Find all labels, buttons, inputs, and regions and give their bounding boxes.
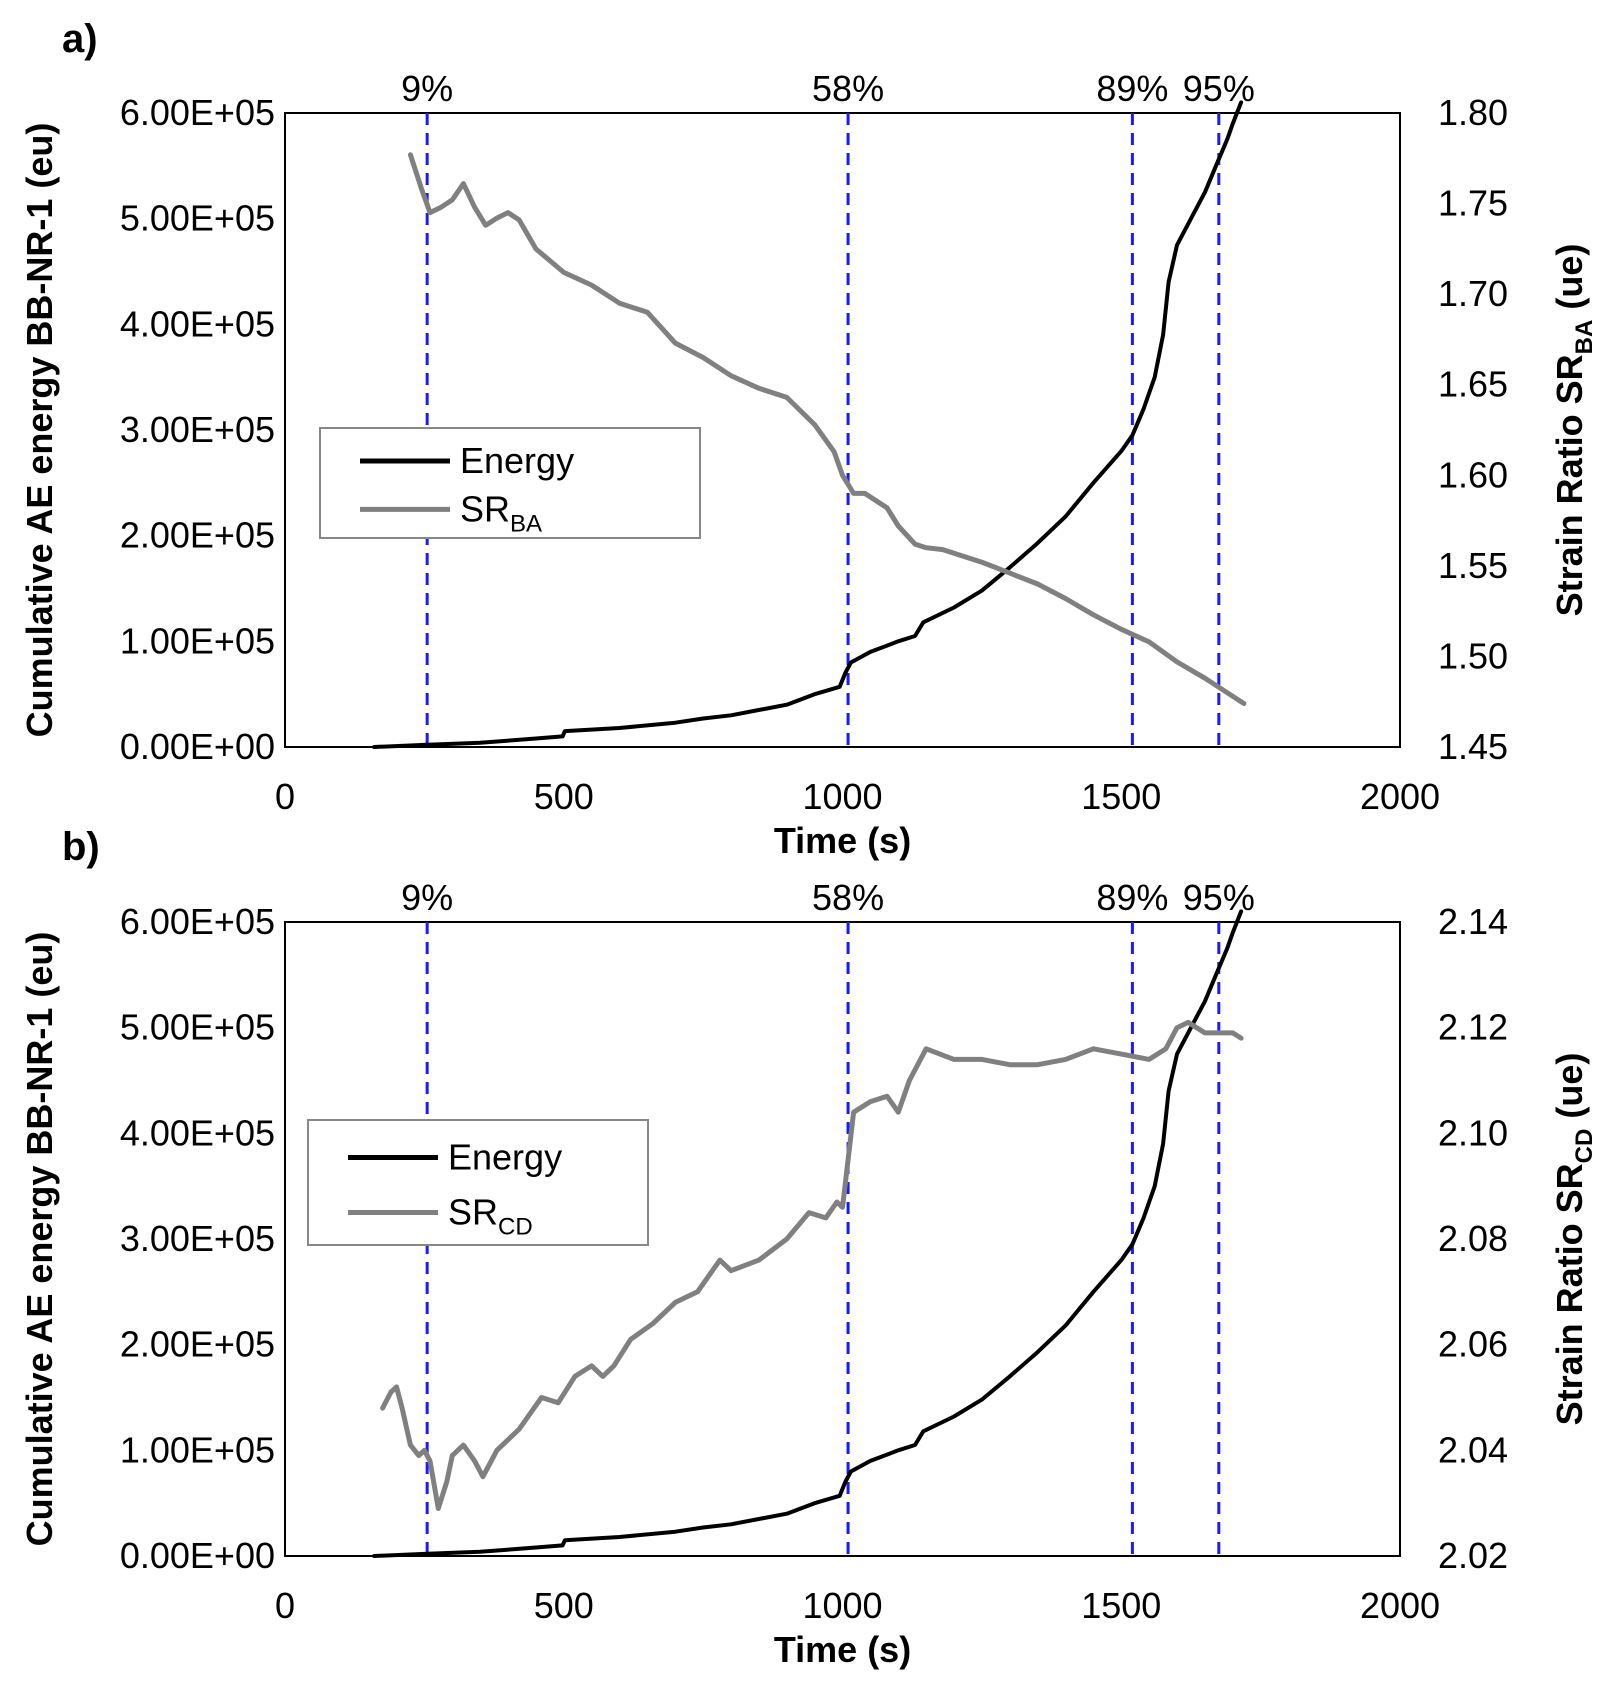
legend-sr-label: SRCD	[448, 1192, 533, 1241]
marker-label: 9%	[401, 877, 453, 918]
plot-area	[284, 112, 1401, 748]
y-left-axis-title: Cumulative AE energy BB-NR-1 (eu)	[19, 123, 60, 738]
y-right-axis-title-unit: (ue)	[1549, 244, 1590, 320]
y-right-axis-title: Strain Ratio SRBA (ue)	[1549, 244, 1598, 617]
x-tick-label: 0	[275, 1585, 295, 1626]
legend-sr-label-subscript: CD	[498, 1214, 533, 1241]
energy-series-line	[372, 909, 1244, 1558]
marker-label: 95%	[1183, 877, 1255, 918]
y-right-axis-title: Strain Ratio SRCD (ue)	[1549, 1053, 1598, 1426]
x-tick-label: 1500	[1081, 1585, 1161, 1626]
y-left-tick-label: 0.00E+00	[120, 726, 275, 767]
y-left-tick-label: 0.00E+00	[120, 1535, 275, 1576]
y-left-tick-label: 1.00E+05	[120, 620, 275, 661]
x-tick-label: 1000	[802, 776, 882, 817]
y-right-tick-label: 2.10	[1438, 1112, 1508, 1153]
strain-ratio-series-line	[407, 152, 1247, 706]
y-left-tick-label: 3.00E+05	[120, 409, 275, 450]
legend-energy-label: Energy	[448, 1137, 562, 1178]
y-right-tick-label: 2.12	[1438, 1007, 1508, 1048]
y-left-tick-label: 5.00E+05	[120, 1007, 275, 1048]
y-left-tick-label: 3.00E+05	[120, 1218, 275, 1259]
y-left-tick-label: 2.00E+05	[120, 1324, 275, 1365]
y-right-tick-label: 2.04	[1438, 1429, 1508, 1470]
y-left-tick-label: 4.00E+05	[120, 1112, 275, 1153]
x-tick-label: 1500	[1081, 776, 1161, 817]
y-right-tick-label: 1.45	[1438, 726, 1508, 767]
legend-sr-label: SRBA	[460, 488, 542, 537]
marker-label: 58%	[812, 68, 884, 109]
legend: Energy SRBA	[319, 427, 701, 539]
y-right-tick-label: 1.70	[1438, 273, 1508, 314]
y-right-tick-label: 1.55	[1438, 545, 1508, 586]
x-axis-title: Time (s)	[774, 820, 911, 861]
marker-label: 95%	[1183, 68, 1255, 109]
strain-ratio-series-line	[380, 1019, 1244, 1511]
y-left-tick-label: 6.00E+05	[120, 92, 275, 133]
x-tick-label: 500	[534, 1585, 594, 1626]
y-right-tick-label: 2.06	[1438, 1324, 1508, 1365]
y-right-axis-title-main: Strain Ratio SR	[1549, 1163, 1590, 1425]
y-right-tick-label: 1.80	[1438, 92, 1508, 133]
y-right-tick-label: 2.08	[1438, 1218, 1508, 1259]
marker-label: 89%	[1096, 877, 1168, 918]
y-right-tick-label: 2.14	[1438, 901, 1508, 942]
y-right-axis-title-unit: (ue)	[1549, 1053, 1590, 1129]
marker-label: 58%	[812, 877, 884, 918]
marker-label: 89%	[1096, 68, 1168, 109]
y-right-tick-label: 2.02	[1438, 1535, 1508, 1576]
x-tick-label: 2000	[1360, 776, 1440, 817]
y-left-axis-title: Cumulative AE energy BB-NR-1 (eu)	[19, 932, 60, 1547]
y-right-tick-label: 1.50	[1438, 635, 1508, 676]
x-tick-label: 0	[275, 776, 295, 817]
panel-label: b)	[62, 825, 100, 869]
plot-area	[284, 921, 1401, 1557]
y-left-tick-label: 5.00E+05	[120, 198, 275, 239]
legend-box	[307, 1119, 649, 1246]
y-right-tick-label: 1.65	[1438, 364, 1508, 405]
legend-energy-label: Energy	[460, 440, 574, 481]
legend-sr-label-subscript: BA	[510, 510, 542, 537]
legend-sr-label-main: SR	[448, 1192, 498, 1233]
legend-sr-label-main: SR	[460, 488, 510, 529]
y-right-axis-title-main: Strain Ratio SR	[1549, 354, 1590, 616]
y-left-tick-label: 1.00E+05	[120, 1429, 275, 1470]
y-right-axis-title-subscript: BA	[1571, 320, 1598, 355]
y-left-tick-label: 4.00E+05	[120, 303, 275, 344]
y-right-tick-label: 1.60	[1438, 454, 1508, 495]
legend: Energy SRCD	[307, 1119, 649, 1246]
x-tick-label: 500	[534, 776, 594, 817]
panel-a: a) 9% 58% 89% 95% 0.00E+00 1.00E+05 2.00E+05 3.0…	[19, 17, 1598, 861]
x-axis-title: Time (s)	[774, 1629, 911, 1670]
x-tick-label: 1000	[802, 1585, 882, 1626]
y-left-tick-label: 6.00E+05	[120, 901, 275, 942]
y-left-tick-label: 2.00E+05	[120, 515, 275, 556]
energy-series-line	[372, 100, 1244, 749]
marker-label: 9%	[401, 68, 453, 109]
x-tick-label: 2000	[1360, 1585, 1440, 1626]
y-right-tick-label: 1.75	[1438, 183, 1508, 224]
legend-box	[319, 427, 701, 539]
panel-b: b) 9% 58% 89% 95% 0.00E+00 1.00E+05 2.00E+05 3.0…	[19, 825, 1598, 1670]
panel-label: a)	[62, 17, 98, 61]
y-right-axis-title-subscript: CD	[1571, 1129, 1598, 1164]
